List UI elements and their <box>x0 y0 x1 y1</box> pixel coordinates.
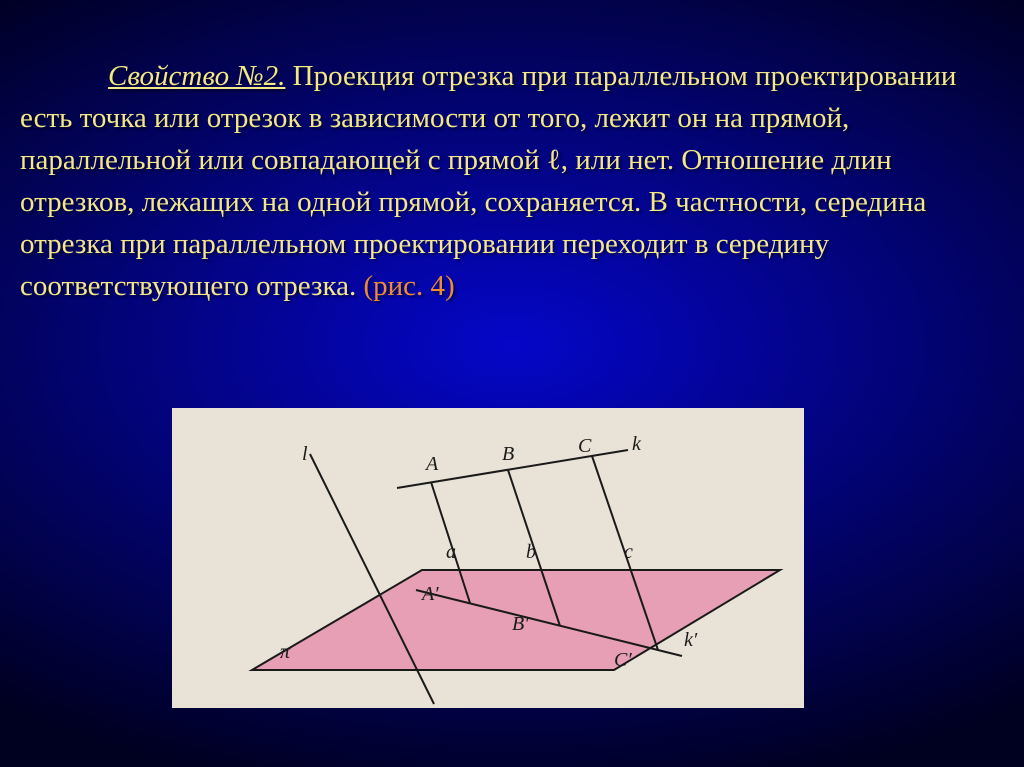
svg-text:k′: k′ <box>684 629 698 651</box>
svg-text:c: c <box>624 541 633 563</box>
svg-text:C′: C′ <box>614 649 632 671</box>
svg-text:k: k <box>632 433 642 455</box>
svg-text:l: l <box>302 443 308 465</box>
projection-diagram: l k A B Ca b c A′ B′ C′ k′ π <box>172 408 804 708</box>
property-label: Свойство №2. <box>108 60 285 92</box>
svg-text:b: b <box>526 541 536 563</box>
svg-text:a: a <box>446 541 456 563</box>
svg-text:B′: B′ <box>512 613 529 635</box>
svg-text:A: A <box>424 453 439 475</box>
figure-reference: (рис. 4) <box>363 270 454 302</box>
svg-text:C: C <box>578 435 592 457</box>
figure-container: l k A B Ca b c A′ B′ C′ k′ π <box>172 408 804 708</box>
main-text-block: Свойство №2. Проекция отрезка при паралл… <box>20 55 1005 307</box>
svg-text:B: B <box>502 443 514 465</box>
svg-text:A′: A′ <box>420 583 439 605</box>
body-text: Проекция отрезка при параллельном проект… <box>20 60 956 302</box>
svg-text:π: π <box>280 641 291 663</box>
slide: Свойство №2. Проекция отрезка при паралл… <box>0 0 1024 767</box>
